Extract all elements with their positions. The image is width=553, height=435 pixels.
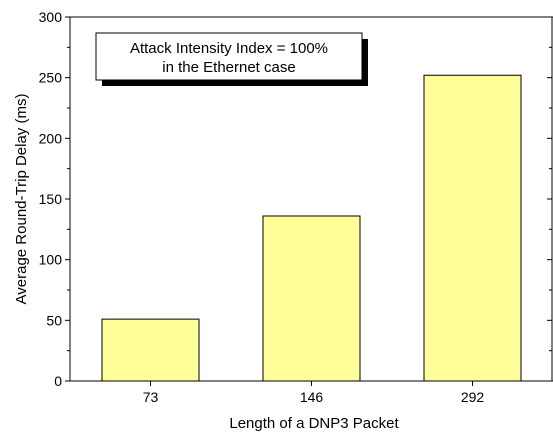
x-tick-label-73: 73 — [143, 389, 159, 405]
bar-292 — [424, 75, 521, 381]
annotation: Attack Intensity Index = 100% in the Eth… — [96, 33, 368, 86]
x-tick-label-146: 146 — [300, 389, 324, 405]
y-axis-title: Average Round-Trip Delay (ms) — [13, 94, 30, 305]
x-axis-title: Length of a DNP3 Packet — [229, 415, 399, 432]
y-tick-label-100: 100 — [39, 252, 63, 268]
y-tick-label-0: 0 — [54, 373, 62, 389]
annotation-line-1: Attack Intensity Index = 100% — [130, 40, 328, 57]
x-tick-label-292: 292 — [461, 389, 485, 405]
annotation-line-2: in the Ethernet case — [162, 59, 295, 76]
bar-73 — [102, 319, 199, 381]
y-tick-label-250: 250 — [39, 70, 63, 86]
y-tick-label-50: 50 — [46, 312, 62, 328]
bar-146 — [263, 216, 360, 381]
y-tick-label-200: 200 — [39, 130, 63, 146]
y-tick-label-300: 300 — [39, 9, 63, 25]
y-tick-label-150: 150 — [39, 191, 63, 207]
